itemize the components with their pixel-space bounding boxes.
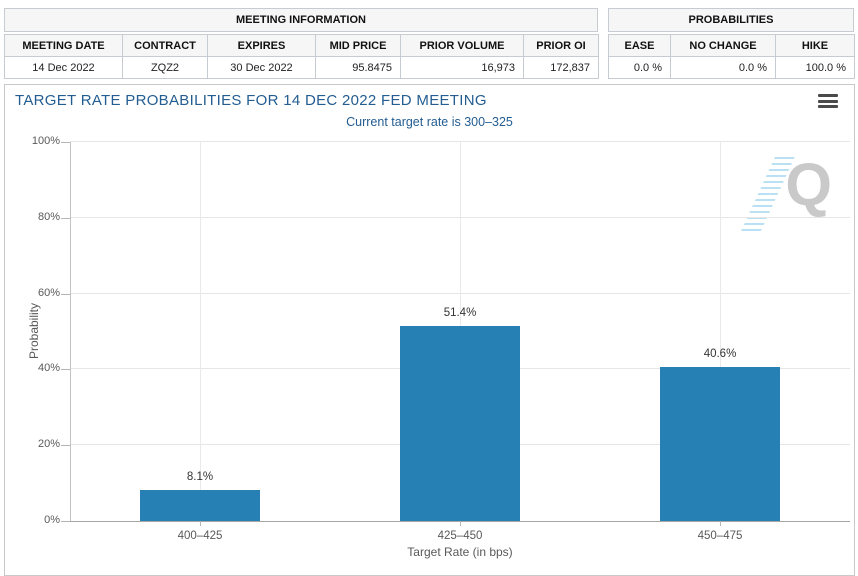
ease-value: 0.0 %	[608, 56, 671, 79]
x-axis-title: Target Rate (in bps)	[407, 545, 513, 559]
bar	[400, 326, 520, 521]
probabilities-row: 0.0 % 0.0 % 100.0 %	[608, 56, 855, 79]
y-tick-label: 0%	[44, 514, 60, 526]
bar	[140, 490, 260, 521]
y-tick-mark	[61, 217, 70, 219]
meeting-info-row: 14 Dec 2022 ZQZ2 30 Dec 2022 95.8475 16,…	[4, 56, 599, 79]
no-change-value: 0.0 %	[670, 56, 776, 79]
prior-oi-value: 172,837	[523, 56, 599, 79]
expires-value: 30 Dec 2022	[207, 56, 316, 79]
y-tick-mark	[61, 445, 70, 447]
col-contract: CONTRACT	[122, 34, 208, 57]
gridline-h	[70, 141, 850, 142]
meeting-date-value: 14 Dec 2022	[4, 56, 123, 79]
y-axis-title: Probability	[27, 302, 41, 360]
meeting-info-title: MEETING INFORMATION	[4, 8, 598, 32]
col-hike: HIKE	[775, 34, 855, 57]
y-tick-label: 60%	[37, 286, 60, 299]
col-meeting-date: MEETING DATE	[4, 34, 123, 57]
y-tick-label: 80%	[37, 210, 60, 223]
col-no-change: NO CHANGE	[670, 34, 776, 57]
chart-title: TARGET RATE PROBABILITIES FOR 14 DEC 202…	[15, 92, 487, 109]
y-axis-line	[70, 142, 71, 521]
hamburger-menu-icon[interactable]	[817, 94, 839, 112]
meeting-info-table: MEETING INFORMATION MEETING DATE CONTRAC…	[4, 8, 599, 79]
y-tick-label: 40%	[37, 362, 60, 375]
y-tick-label: 100%	[31, 135, 60, 147]
y-tick-mark	[61, 293, 70, 295]
y-tick-mark	[61, 521, 70, 522]
bar-value-label: 8.1%	[186, 471, 214, 484]
gridline-v	[200, 142, 201, 521]
probabilities-grid: EASE NO CHANGE HIKE 0.0 % 0.0 % 100.0 %	[608, 34, 855, 79]
col-mid-price: MID PRICE	[315, 34, 401, 57]
contract-value: ZQZ2	[122, 56, 208, 79]
x-category-label: 450–475	[697, 530, 743, 542]
mid-price-value: 95.8475	[315, 56, 401, 79]
meeting-info-grid: MEETING DATE CONTRACT EXPIRES MID PRICE …	[4, 34, 599, 79]
x-tick-mark	[460, 521, 461, 526]
col-expires: EXPIRES	[207, 34, 316, 57]
x-tick-mark	[200, 521, 201, 526]
y-tick-mark	[61, 142, 70, 143]
probabilities-table: PROBABILITIES EASE NO CHANGE HIKE 0.0 % …	[608, 8, 855, 79]
hike-value: 100.0 %	[775, 56, 855, 79]
prior-volume-value: 16,973	[400, 56, 524, 79]
y-tick-label: 20%	[37, 438, 60, 451]
chart-panel: TARGET RATE PROBABILITIES FOR 14 DEC 202…	[4, 84, 855, 576]
plot-area: 0% 20% 40% 60% 80% 100% 8.1% 400–425 51.4% 425–45…	[32, 135, 850, 542]
col-prior-volume: PRIOR VOLUME	[400, 34, 524, 57]
gridline-v	[720, 142, 721, 521]
x-tick-mark	[720, 521, 721, 526]
y-tick-mark	[61, 369, 70, 371]
x-category-label: 400–425	[177, 530, 223, 542]
probabilities-title: PROBABILITIES	[608, 8, 854, 32]
col-prior-oi: PRIOR OI	[523, 34, 599, 57]
bar	[660, 367, 780, 521]
x-category-label: 425–450	[437, 530, 483, 542]
col-ease: EASE	[608, 34, 671, 57]
bar-value-label: 51.4%	[443, 307, 477, 320]
bar-value-label: 40.6%	[703, 348, 737, 361]
chart-subtitle: Current target rate is 300–325	[346, 115, 513, 129]
